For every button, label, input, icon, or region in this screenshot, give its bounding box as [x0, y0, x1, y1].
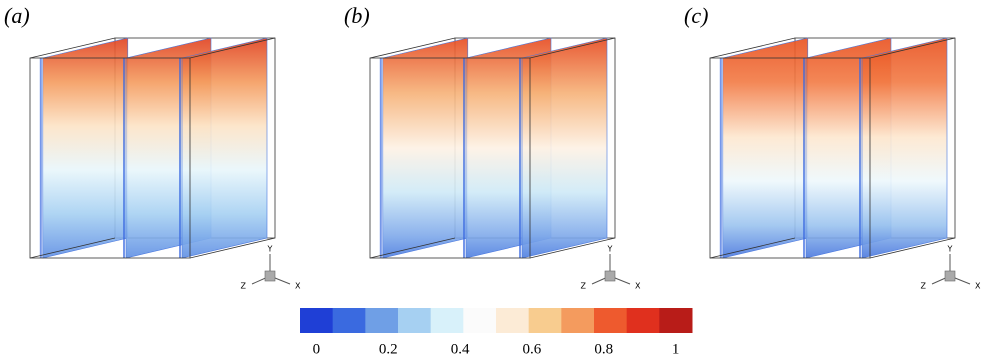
- colorbar-swatch: [528, 308, 562, 333]
- colorbar-tick-label: 0.2: [379, 341, 398, 357]
- box-edge: [369, 237, 456, 259]
- colorbar-swatch: [430, 308, 464, 333]
- colorbar-swatch: [398, 308, 432, 333]
- colorbar-swatch: [463, 308, 497, 333]
- axis-cube: [944, 270, 956, 282]
- axis-label: X: [975, 282, 981, 291]
- box-front: [29, 57, 191, 259]
- slice: [382, 37, 469, 259]
- slice: [42, 37, 129, 259]
- box-edge: [869, 37, 956, 59]
- colorbar-swatch: [332, 308, 366, 333]
- colorbar-tick-label: 0.4: [451, 341, 470, 357]
- axis-label: Z: [581, 282, 587, 291]
- panel-label: (b): [344, 3, 370, 28]
- colorbar-swatch: [626, 308, 660, 333]
- colorbar-tick-label: 0: [313, 341, 321, 357]
- axis-label: X: [295, 282, 301, 291]
- box-edge: [29, 37, 116, 59]
- box-edge: [369, 37, 456, 59]
- colorbar-swatch: [594, 308, 628, 333]
- panel-label: (c): [684, 3, 708, 28]
- slice: [521, 37, 608, 259]
- colorbar-tick-label: 1: [672, 341, 680, 357]
- axis-label: Y: [947, 245, 953, 254]
- colorbar-swatch: [496, 308, 530, 333]
- box-edge: [709, 237, 796, 259]
- box-front: [709, 57, 871, 259]
- axis-cube: [264, 270, 276, 282]
- panel: (b) Y X Z: [344, 3, 641, 290]
- colorbar-tick-label: 0.8: [594, 341, 613, 357]
- slice: [861, 37, 948, 259]
- axis-label: X: [635, 282, 641, 291]
- box-edge: [869, 237, 956, 259]
- box-edge: [529, 237, 616, 259]
- panel: (a) Y X Z: [4, 3, 301, 290]
- box-edge: [29, 237, 116, 259]
- axis-label: Y: [607, 245, 613, 254]
- panel-label: (a): [4, 3, 30, 28]
- axis-label: Z: [241, 282, 247, 291]
- slice: [722, 37, 809, 259]
- box-edge: [529, 37, 616, 59]
- box-edge: [709, 37, 796, 59]
- axis-label: Y: [267, 245, 273, 254]
- box-front: [369, 57, 531, 259]
- slice: [181, 37, 268, 259]
- colorbar-swatch: [300, 308, 334, 333]
- colorbar-swatch: [659, 308, 693, 333]
- axis-label: Z: [921, 282, 927, 291]
- colorbar-swatch: [365, 308, 399, 333]
- panel: (c) Y X Z: [684, 3, 981, 290]
- axis-cube: [604, 270, 616, 282]
- colorbar-tick-label: 0.6: [523, 341, 542, 357]
- box-edge: [189, 237, 276, 259]
- colorbar-swatch: [561, 308, 595, 333]
- box-edge: [189, 37, 276, 59]
